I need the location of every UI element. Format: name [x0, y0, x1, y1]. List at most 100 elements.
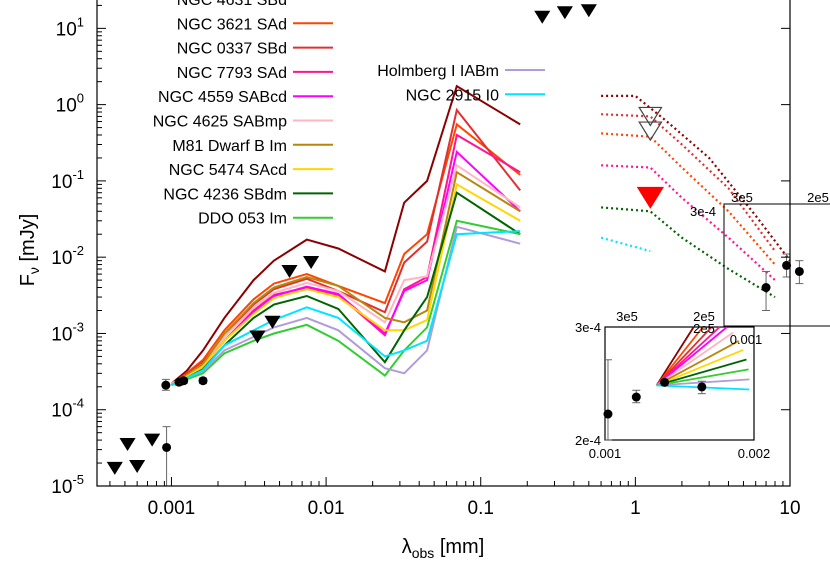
legend-label: M81 Dwarf B Im	[172, 138, 287, 155]
legend-label: DDO 053 Im	[198, 211, 287, 228]
series-dotted-line	[601, 164, 776, 281]
overlay-label: 3e5	[731, 190, 753, 205]
inset-point	[697, 382, 707, 392]
x-tick-label: 0.01	[308, 498, 345, 519]
plot-area-frame	[96, 0, 791, 487]
red-upper-limit-marker	[636, 186, 664, 209]
series-dotted-line	[601, 113, 776, 252]
x-tick-label: 10	[779, 498, 800, 519]
upper-limit-marker	[281, 264, 298, 278]
upper-limit-marker	[264, 315, 281, 329]
observed-point	[179, 376, 189, 386]
upper-limit-marker	[129, 460, 146, 474]
inset-series-line	[655, 326, 704, 386]
legend-label: NGC 0337 SBd	[177, 41, 287, 58]
x-tick-label: 0.001	[148, 498, 196, 519]
y-tick-label: 10-4	[51, 396, 84, 422]
inset-plot: 0.001 0.002 2e-4 3e-4 3e5 2e5	[575, 309, 770, 461]
y-tick-label: 101	[56, 14, 84, 40]
series-line	[171, 182, 521, 386]
legend-label: NGC 2915 I0	[406, 87, 499, 104]
inset-series-line	[656, 349, 744, 387]
upper-limit-marker	[534, 10, 551, 24]
inset-series-line	[655, 326, 713, 386]
upper-limit-marker	[580, 4, 597, 18]
overlay-label: 2e5	[693, 321, 715, 336]
legend-label: NGC 5474 SAcd	[169, 162, 287, 179]
observed-point	[761, 283, 771, 293]
zoom-box	[723, 203, 830, 327]
inset-series-line	[656, 368, 749, 387]
upper-limit-marker	[556, 6, 573, 20]
upper-limit-marker	[144, 433, 161, 447]
series-layer	[170, 84, 791, 387]
legend-label: NGC 4236 SBdm	[163, 186, 287, 203]
series-dotted-line	[601, 132, 776, 266]
series-dotted-line	[601, 206, 776, 299]
legend-label: NGC 4631 SBd	[177, 0, 287, 9]
series-dotted-line	[601, 94, 791, 262]
inset-y-tick-label: 3e-4	[575, 320, 601, 335]
y-tick-label: 10-3	[51, 319, 84, 345]
x-axis-symbol: λ	[402, 536, 412, 558]
series-line	[171, 219, 521, 387]
upper-limit-marker	[119, 438, 136, 452]
y-axis-symbol: F	[17, 274, 39, 286]
overlay-label: 2e5	[807, 190, 829, 205]
series-line	[171, 225, 521, 387]
observed-point	[161, 380, 171, 390]
legend-label: NGC 4559 SABcd	[158, 89, 287, 106]
y-axis-unit: [mJy]	[17, 214, 39, 267]
inset-point	[603, 409, 613, 419]
series-line	[170, 84, 521, 385]
series-dotted-line	[600, 236, 651, 253]
inset-point	[631, 392, 641, 402]
y-tick-label: 100	[56, 91, 84, 117]
upper-limit-open-marker	[638, 121, 663, 142]
inset-series-line	[656, 358, 747, 387]
upper-limit-marker	[106, 461, 123, 475]
legend-label: Holmberg I IABm	[377, 63, 499, 80]
series-line	[171, 230, 521, 387]
series-line	[170, 170, 521, 386]
y-axis-subscript: ν	[26, 267, 42, 274]
observed-point	[198, 376, 208, 386]
legend-label: NGC 4625 SABmp	[153, 114, 287, 131]
series-line	[170, 122, 521, 386]
inset-series-line	[656, 378, 750, 387]
observed-points-layer	[106, 4, 804, 487]
legend-label: NGC 3621 SAd	[177, 16, 287, 33]
inset-series-line	[656, 331, 734, 387]
inset-x-tick-label: 0.002	[738, 446, 771, 461]
y-tick-label: 10-1	[51, 167, 84, 193]
observed-point	[782, 260, 792, 270]
y-axis-title: Fν [mJy]	[17, 214, 42, 287]
inset-series-line	[656, 340, 740, 387]
overlay-label: 0.001	[730, 332, 763, 347]
upper-limit-marker	[303, 256, 320, 270]
x-axis-unit: [mm]	[434, 536, 484, 558]
inset-top-tick-label: 3e5	[616, 309, 638, 324]
inset-top-tick-label: 2e5	[693, 309, 715, 324]
legend-label: NGC 7793 SAd	[177, 65, 287, 82]
inset-x-tick-label: 0.001	[589, 446, 622, 461]
x-axis-title: λobs [mm]	[402, 536, 485, 561]
observed-point	[162, 442, 172, 452]
axis-layer: 0.001 0.01 0.1 1 10 10-5 10-4 10-3 10-2 10-1 100 10…	[51, 4, 801, 519]
observed-point	[794, 266, 804, 276]
inset-series-line	[655, 326, 695, 386]
x-tick-label: 1	[630, 498, 641, 519]
inset-point	[660, 377, 670, 387]
y-tick-label: 10-5	[51, 472, 84, 498]
x-axis-subscript: obs	[412, 545, 435, 561]
inset-y-tick-label: 2e-4	[575, 433, 601, 448]
x-tick-label: 0.1	[468, 498, 494, 519]
upper-limit-marker	[249, 330, 266, 344]
upper-limit-open-marker	[638, 106, 663, 127]
legend: NGC 4631 SBd NGC 3621 SAd NGC 0337 SBd NGC …	[153, 0, 545, 228]
overlay-label: 3e-4	[690, 204, 716, 219]
y-tick-label: 10-2	[51, 243, 84, 269]
inset-series-line	[656, 326, 728, 387]
